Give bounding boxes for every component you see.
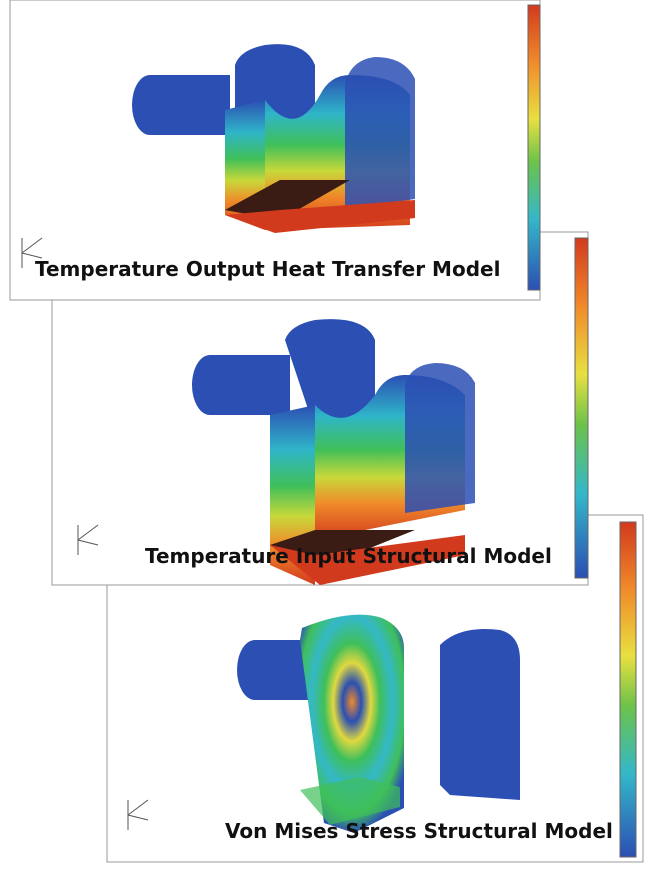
figure: Von Mises Stress Structural Model Temper…: [0, 0, 649, 865]
wall: [440, 629, 520, 800]
panel: Temperature Output Heat Transfer Model: [10, 0, 540, 300]
pipe: [132, 75, 230, 135]
wall: [405, 363, 475, 513]
caption: Temperature Output Heat Transfer Model: [35, 257, 500, 281]
caption: Temperature Input Structural Model: [145, 544, 552, 568]
color-bar: [620, 522, 636, 857]
color-bar: [575, 238, 588, 578]
pipe: [192, 355, 290, 415]
caption: Von Mises Stress Structural Model: [225, 819, 613, 843]
color-bar: [528, 5, 540, 290]
wall: [345, 57, 415, 209]
